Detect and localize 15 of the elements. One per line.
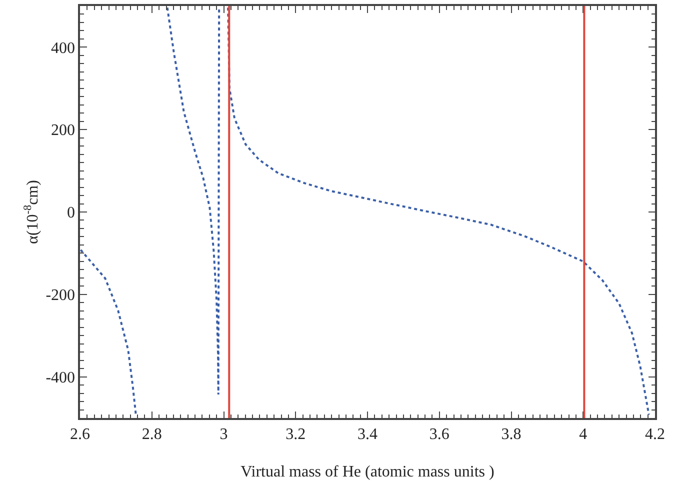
y-tick-label: -400 [46,369,76,386]
x-tick-label: 3.8 [501,426,522,443]
y-tick-label: 200 [51,122,76,140]
x-tick-label: 4.2 [645,426,665,443]
y-tick-label: 400 [51,40,76,57]
x-tick-label: 2.6 [70,426,90,443]
x-tick-label: 3.4 [358,426,378,443]
x-tick-label: 3 [220,426,228,443]
x-tick-label: 3.6 [429,426,450,443]
x-tick-label: 3.2 [286,426,306,443]
x-tick-label: 4 [579,426,588,443]
x-tick-label: 2.8 [142,426,162,443]
y-tick-label: 0 [67,204,76,222]
y-tick-label: -200 [46,287,76,304]
x-axis-title: Virtual mass of He (atomic mass units ) [240,464,494,480]
